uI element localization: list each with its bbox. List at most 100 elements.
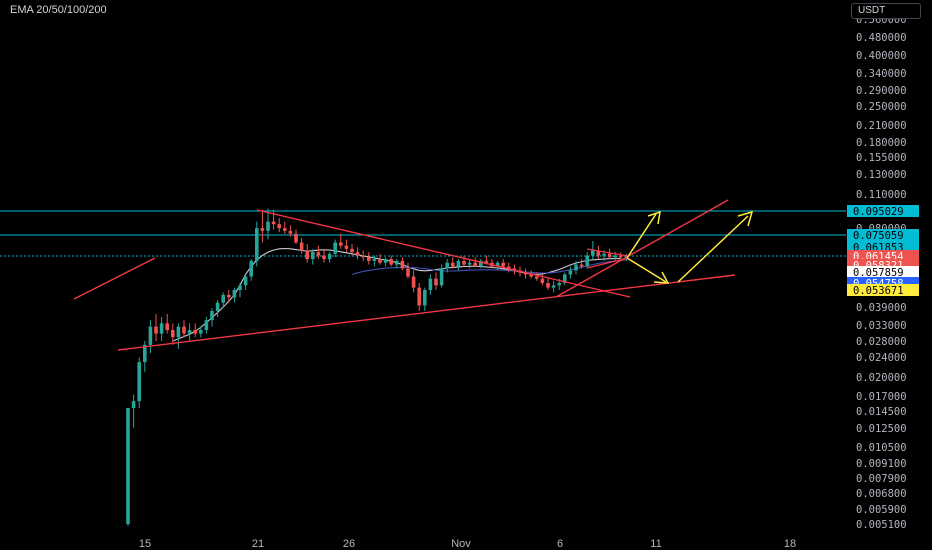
candle <box>406 262 410 279</box>
candle <box>148 320 153 354</box>
x-tick-label: 6 <box>557 538 563 550</box>
candle <box>344 239 349 253</box>
currency-selector[interactable]: USDT <box>851 3 921 19</box>
arrow-path-down <box>626 257 667 283</box>
candle <box>311 248 315 265</box>
resistance-trendline[interactable] <box>256 209 631 298</box>
candle <box>238 283 242 298</box>
candle <box>305 244 309 263</box>
x-tick-label: Nov <box>451 538 471 550</box>
candle <box>619 252 623 260</box>
candle <box>277 217 281 233</box>
candle <box>215 299 220 317</box>
candle <box>372 255 377 267</box>
candle <box>159 316 164 341</box>
rising-trendline[interactable] <box>555 199 729 298</box>
candle <box>221 292 225 309</box>
svg-text:0.095029: 0.095029 <box>853 206 904 218</box>
candle <box>445 259 449 273</box>
candle <box>451 257 455 269</box>
candle <box>563 272 567 286</box>
y-tick-label: 0.012500 <box>856 423 907 435</box>
candle <box>199 326 203 338</box>
x-tick-label: 15 <box>139 538 151 550</box>
candle <box>400 257 405 271</box>
indicator-legend[interactable]: EMA 20/50/100/200 <box>10 4 107 16</box>
svg-text:0.057859: 0.057859 <box>853 267 904 279</box>
candle <box>428 274 433 295</box>
y-tick-label: 0.007900 <box>856 473 907 485</box>
ema-line <box>351 259 627 275</box>
y-tick-label: 0.155000 <box>856 152 907 164</box>
candle <box>596 245 601 260</box>
trendline-left-fragment[interactable] <box>73 257 156 300</box>
candle <box>294 229 298 245</box>
candle <box>607 248 612 260</box>
svg-text:0.075059: 0.075059 <box>853 230 904 242</box>
candle <box>126 408 130 527</box>
candle <box>322 248 326 263</box>
candle <box>243 274 248 290</box>
candle <box>283 221 287 234</box>
candle <box>383 257 388 267</box>
projection-arrows <box>626 210 754 284</box>
candle <box>439 264 444 288</box>
y-tick-label: 0.180000 <box>856 137 907 149</box>
y-tick-label: 0.110000 <box>856 189 907 201</box>
y-tick-label: 0.009100 <box>856 458 907 470</box>
candle <box>249 259 253 281</box>
flag-top-line[interactable] <box>586 248 629 257</box>
candle <box>535 272 539 281</box>
y-tick-label: 0.130000 <box>856 169 907 181</box>
time-axis: 15 21 26 Nov 6 11 18 <box>139 538 796 550</box>
arrow-path-up <box>626 213 657 259</box>
candle <box>417 283 421 312</box>
candle <box>507 262 511 273</box>
candle <box>182 320 186 338</box>
candle <box>187 323 192 341</box>
x-tick-label: 18 <box>784 538 796 550</box>
arrow-path-up-2 <box>677 215 749 283</box>
candle <box>227 289 231 303</box>
candle <box>271 209 276 230</box>
candle <box>350 244 354 256</box>
y-tick-label: 0.250000 <box>856 101 907 113</box>
support-trendline[interactable] <box>117 274 736 351</box>
svg-text:0.053671: 0.053671 <box>853 285 904 297</box>
y-tick-label: 0.210000 <box>856 120 907 132</box>
candle <box>266 208 270 240</box>
candle <box>423 287 427 312</box>
y-tick-label: 0.290000 <box>856 85 907 97</box>
candle <box>137 357 141 409</box>
candle <box>361 250 365 261</box>
candle <box>333 239 337 258</box>
x-tick-label: 26 <box>343 538 355 550</box>
flag-bottom-line[interactable] <box>586 257 629 269</box>
candle <box>395 259 399 269</box>
arrow-head-up-1 <box>647 210 661 225</box>
candle <box>154 313 158 341</box>
x-tick-label: 21 <box>252 538 264 550</box>
candle <box>378 253 382 265</box>
y-tick-label: 0.005100 <box>856 519 907 531</box>
candle <box>131 394 136 428</box>
candle <box>462 255 466 267</box>
candle <box>568 266 573 279</box>
candle <box>434 272 438 290</box>
candle <box>523 268 528 279</box>
price-label: 0.095029 <box>847 205 919 218</box>
y-tick-label: 0.006800 <box>856 488 907 500</box>
y-tick-label: 0.033000 <box>856 320 907 332</box>
y-tick-label: 0.024000 <box>856 352 907 364</box>
x-tick-label: 11 <box>650 538 661 550</box>
y-tick-label: 0.017000 <box>856 391 907 403</box>
candle <box>232 287 237 303</box>
price-label: 0.053671 <box>847 284 919 297</box>
arrow-head-up-2 <box>737 210 754 227</box>
candle <box>316 245 321 260</box>
price-labels: 0.0950290.0750590.0618530.0614540.058321… <box>847 205 919 297</box>
candle <box>389 255 393 267</box>
candle <box>367 252 371 265</box>
